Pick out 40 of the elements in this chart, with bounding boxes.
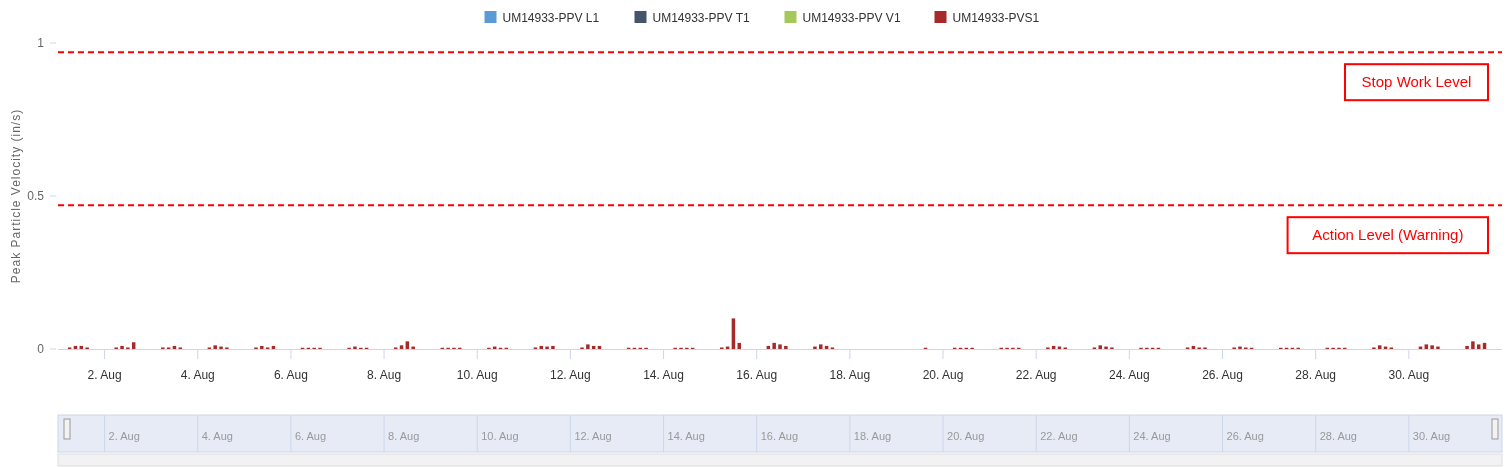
legend-label: UM14933-PPV L1	[502, 11, 600, 25]
legend-label: UM14933-PPV T1	[652, 11, 750, 25]
x-tick-label: 22. Aug	[1015, 368, 1057, 382]
x-tick-label: 30. Aug	[1388, 368, 1430, 382]
text: 2. Aug	[108, 430, 140, 442]
text: 8. Aug	[388, 430, 420, 442]
x-tick-label: 12. Aug	[550, 368, 591, 382]
x-tick-label: 10. Aug	[456, 368, 498, 382]
text: 24. Aug	[1133, 430, 1171, 442]
text: 12. Aug	[574, 430, 612, 442]
y-tick-label: 0	[37, 342, 45, 356]
y-tick-label: 0.5	[27, 189, 45, 203]
x-tick-label: 26. Aug	[1202, 368, 1243, 382]
text: 30. Aug	[1412, 430, 1451, 442]
x-tick-label: 20. Aug	[922, 368, 964, 382]
y-axis-title: Peak Particle Velocity (in/s)	[9, 108, 23, 284]
x-tick-label: 24. Aug	[1109, 368, 1150, 382]
x-tick-label: 14. Aug	[643, 368, 684, 382]
x-tick-label: 2. Aug	[87, 368, 122, 382]
legend-label: UM14933-PPV V1	[802, 11, 901, 25]
text: 10. Aug	[481, 430, 519, 442]
text: 14. Aug	[667, 430, 705, 442]
text: 18. Aug	[853, 430, 892, 442]
text: 4. Aug	[201, 430, 233, 442]
x-tick-label: 8. Aug	[367, 368, 402, 382]
x-tick-label: 4. Aug	[180, 368, 215, 382]
x-tick-label: 28. Aug	[1295, 368, 1337, 382]
ref-line-label: Action Level (Warning)	[1312, 226, 1464, 244]
x-tick-label: 18. Aug	[829, 368, 871, 382]
y-tick-label: 1	[37, 36, 45, 50]
text: 26. Aug	[1226, 430, 1264, 442]
text: 16. Aug	[760, 430, 799, 442]
text: 20. Aug	[947, 430, 985, 442]
x-tick-label: 6. Aug	[273, 368, 308, 382]
legend-label: UM14933-PVS1	[952, 11, 1040, 25]
text: 6. Aug	[294, 430, 327, 442]
text: 22. Aug	[1040, 430, 1078, 442]
x-tick-label: 16. Aug	[736, 368, 778, 382]
text: 28. Aug	[1319, 430, 1358, 442]
ref-line-label: Stop Work Level	[1361, 73, 1472, 91]
